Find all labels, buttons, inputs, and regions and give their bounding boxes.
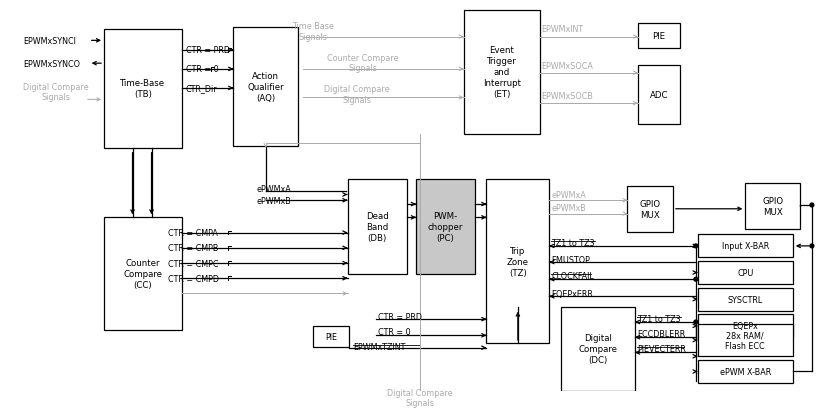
Text: ePWMxB: ePWMxB	[256, 196, 291, 205]
Text: Action
Qualifier
(AQ): Action Qualifier (AQ)	[247, 72, 284, 103]
Bar	[463, 11, 539, 134]
Circle shape	[810, 204, 814, 207]
Bar	[698, 235, 793, 258]
Text: EQEPx: EQEPx	[732, 321, 758, 330]
Text: Digital Compare
Signals: Digital Compare Signals	[23, 83, 89, 102]
Text: ePWM X-BAR: ePWM X-BAR	[720, 367, 771, 376]
Bar	[347, 180, 407, 275]
Text: EPWMxSOCA: EPWMxSOCA	[542, 61, 594, 70]
Text: Time Base
Signals: Time Base Signals	[292, 22, 334, 42]
Text: CTR = PRD: CTR = PRD	[378, 312, 422, 321]
Text: Counter
Compare
(CC): Counter Compare (CC)	[124, 258, 163, 290]
Bar	[561, 307, 635, 391]
Text: 28x RAM/
Flash ECC: 28x RAM/ Flash ECC	[726, 330, 765, 350]
Text: Dead
Band
(DB): Dead Band (DB)	[366, 212, 388, 243]
Bar	[416, 180, 475, 275]
Text: ePWMxB: ePWMxB	[551, 204, 586, 213]
Text: EPWMxTZINT: EPWMxTZINT	[353, 342, 406, 351]
Text: CTR = CMPC: CTR = CMPC	[168, 259, 218, 268]
Text: CPU: CPU	[737, 268, 753, 277]
Text: EPWMxSOCB: EPWMxSOCB	[542, 92, 594, 101]
Text: Digital Compare
Signals: Digital Compare Signals	[324, 85, 390, 104]
Text: TZ1 to TZ3: TZ1 to TZ3	[551, 238, 595, 247]
Text: PIE: PIE	[652, 32, 665, 41]
Text: SYSCTRL: SYSCTRL	[727, 295, 763, 304]
Text: ePWMxA: ePWMxA	[256, 185, 291, 194]
Text: Digital Compare
Signals: Digital Compare Signals	[387, 388, 453, 407]
Text: CTR = CMPB: CTR = CMPB	[168, 244, 218, 253]
Text: EQEPxERR: EQEPxERR	[551, 289, 593, 298]
Circle shape	[810, 245, 814, 248]
Bar	[313, 326, 350, 347]
Text: GPIO
MUX: GPIO MUX	[762, 196, 783, 216]
Circle shape	[694, 320, 698, 324]
Text: TZ1 to TZ3: TZ1 to TZ3	[637, 314, 681, 323]
Text: Counter Compare
Signals: Counter Compare Signals	[327, 54, 398, 73]
Bar	[698, 324, 793, 356]
Bar	[627, 187, 673, 232]
Text: CTR = 0: CTR = 0	[378, 327, 411, 336]
Text: CTR_Dir: CTR_Dir	[186, 84, 217, 93]
Text: CTR = CMPD: CTR = CMPD	[168, 274, 219, 283]
Text: GPIO
MUX: GPIO MUX	[640, 199, 660, 219]
Bar	[487, 180, 549, 343]
Bar	[638, 24, 680, 49]
Bar	[698, 315, 793, 337]
Bar	[638, 66, 680, 125]
Text: Trip
Zone
(TZ): Trip Zone (TZ)	[507, 246, 529, 277]
Circle shape	[694, 245, 698, 248]
Text: Time-Base
(TB): Time-Base (TB)	[120, 79, 165, 99]
Text: CTR = CMPA: CTR = CMPA	[168, 229, 218, 238]
Text: CTR = 0: CTR = 0	[186, 65, 219, 74]
Bar	[698, 288, 793, 311]
Text: Digital
Compare
(DC): Digital Compare (DC)	[579, 333, 617, 364]
Text: ADC: ADC	[650, 91, 668, 100]
Bar	[746, 184, 801, 229]
Text: Event
Trigger
and
Interrupt
(ET): Event Trigger and Interrupt (ET)	[483, 46, 521, 99]
Text: EPWMxSYNCI: EPWMxSYNCI	[23, 37, 76, 46]
Bar	[698, 261, 793, 284]
Bar	[104, 218, 182, 330]
Text: PIEVECTERR: PIEVECTERR	[637, 344, 686, 353]
Text: EPWMxINT: EPWMxINT	[542, 25, 584, 34]
Text: CLOCKFAIL: CLOCKFAIL	[551, 271, 594, 280]
Text: ePWMxA: ePWMxA	[551, 191, 586, 200]
Text: EPWMxSYNCO: EPWMxSYNCO	[23, 60, 80, 69]
Text: PWM-
chopper
(PC): PWM- chopper (PC)	[428, 212, 463, 243]
Bar	[698, 360, 793, 383]
Circle shape	[694, 278, 698, 281]
Bar	[104, 30, 182, 148]
Text: EMUSTOP: EMUSTOP	[551, 255, 590, 264]
Text: CTR = PRD: CTR = PRD	[186, 46, 230, 55]
Text: ECCDBLERR: ECCDBLERR	[637, 329, 685, 338]
Bar	[233, 28, 298, 146]
Text: Input X-BAR: Input X-BAR	[721, 242, 769, 251]
Text: PIE: PIE	[326, 332, 337, 341]
